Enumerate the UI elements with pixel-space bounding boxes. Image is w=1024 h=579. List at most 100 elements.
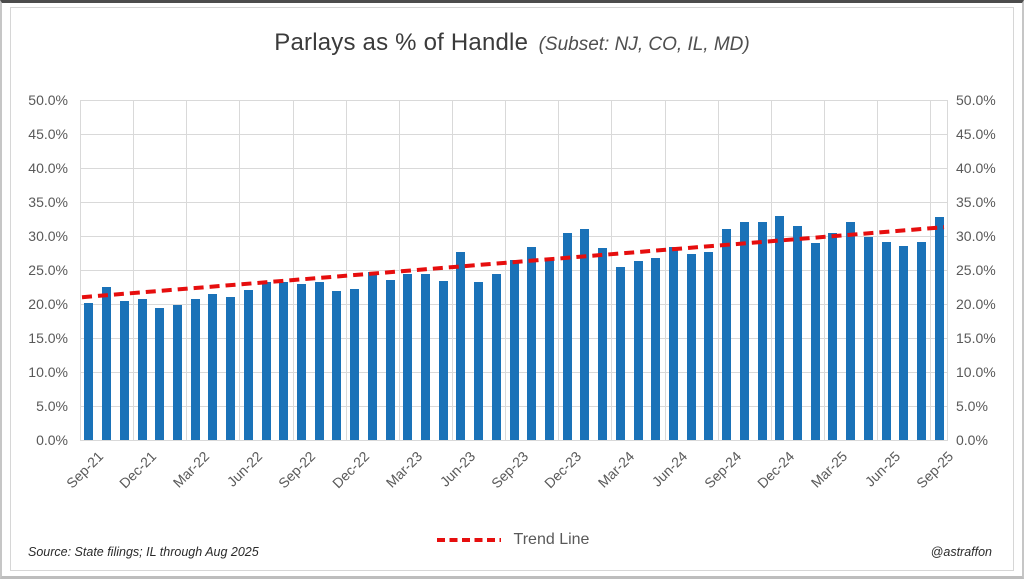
bar-Feb-24 [598, 248, 608, 440]
bar-May-23 [438, 280, 448, 440]
y-tick-label-right: 5.0% [956, 398, 988, 414]
chart-title: Parlays as % of Handle (Subset: NJ, CO, … [2, 29, 1022, 57]
y-tick-label-right: 25.0% [956, 262, 996, 278]
bar-Jul-22 [261, 281, 271, 440]
bar-Nov-21 [119, 300, 129, 440]
chart-title-main: Parlays as % of Handle [274, 29, 529, 56]
y-tick-label-right: 40.0% [956, 160, 996, 176]
plot-right-edge [947, 100, 948, 440]
x-gridline [292, 100, 294, 440]
bar-Nov-23 [544, 258, 554, 440]
y-tick-label-right: 10.0% [956, 364, 996, 380]
plot-area [80, 100, 948, 441]
bar-Dec-21 [137, 299, 147, 440]
bar-Sep-21 [84, 303, 94, 440]
legend: Trend Line [2, 531, 1022, 549]
y-tick-label-left: 0.0% [36, 432, 68, 448]
bar-Nov-24 [757, 222, 767, 440]
y-tick-label-left: 10.0% [28, 364, 68, 380]
y-tick-label-right: 15.0% [956, 330, 996, 346]
x-gridline [558, 100, 560, 440]
bar-Jan-23 [367, 272, 377, 440]
bar-Apr-25 [846, 222, 856, 440]
bar-Jun-24 [668, 246, 678, 440]
y-tick-label-right: 50.0% [956, 92, 996, 108]
bar-Dec-24 [775, 215, 785, 440]
trend-line-legend-swatch [436, 538, 501, 542]
source-note: Source: State filings; IL through Aug 20… [28, 545, 259, 559]
y-tick-label-right: 20.0% [956, 296, 996, 312]
y-tick-label-left: 15.0% [28, 330, 68, 346]
bar-Oct-23 [527, 246, 537, 440]
y-tick-label-right: 0.0% [956, 432, 988, 448]
y-tick-label-left: 50.0% [28, 92, 68, 108]
bar-Aug-23 [491, 274, 501, 440]
bar-Jan-24 [580, 229, 590, 440]
chart-title-subset: (Subset: NJ, CO, IL, MD) [538, 34, 750, 55]
bar-Jun-25 [881, 242, 891, 440]
x-gridline [770, 100, 772, 440]
y-gridline [80, 168, 948, 169]
bar-Nov-22 [332, 291, 342, 440]
y-tick-label-left: 5.0% [36, 398, 68, 414]
bar-Feb-23 [385, 279, 395, 440]
bar-Jun-23 [456, 252, 466, 440]
x-gridline [398, 100, 400, 440]
bar-May-25 [863, 236, 873, 440]
x-gridline [505, 100, 507, 440]
y-tick-label-left: 20.0% [28, 296, 68, 312]
bar-May-24 [651, 258, 661, 440]
bar-Feb-22 [172, 305, 182, 440]
x-gridline [611, 100, 613, 440]
bar-Sep-23 [509, 260, 519, 440]
trend-line [81, 225, 945, 300]
bar-Jan-25 [792, 225, 802, 440]
y-gridline [80, 202, 948, 203]
author-handle: @astraffon [930, 545, 992, 559]
bar-Mar-23 [403, 274, 413, 440]
y-tick-label-left: 30.0% [28, 228, 68, 244]
bar-Sep-25 [934, 216, 944, 440]
y-tick-label-left: 45.0% [28, 126, 68, 142]
bar-Apr-23 [420, 274, 430, 440]
y-gridline [80, 440, 948, 441]
y-gridline [80, 236, 948, 237]
bar-Mar-24 [615, 267, 625, 440]
x-gridline [824, 100, 825, 440]
bar-Aug-24 [704, 251, 714, 440]
bar-Jan-22 [155, 308, 165, 440]
bar-Jul-25 [899, 245, 909, 440]
y-tick-label-right: 45.0% [956, 126, 996, 142]
bar-Jul-24 [686, 254, 696, 440]
bar-Jul-23 [474, 281, 484, 440]
y-gridline [80, 100, 948, 101]
bar-Oct-22 [314, 281, 324, 440]
x-gridline [664, 100, 666, 440]
bar-Oct-21 [102, 287, 112, 440]
bar-Mar-22 [190, 298, 200, 440]
x-gridline [239, 100, 241, 440]
x-gridline [80, 100, 81, 440]
x-gridline [717, 100, 719, 440]
x-gridline [877, 100, 879, 440]
bar-Sep-22 [296, 283, 306, 440]
bar-Dec-23 [562, 232, 572, 440]
y-tick-label-right: 35.0% [956, 194, 996, 210]
bar-Dec-22 [350, 289, 360, 440]
trend-line-legend-label: Trend Line [513, 531, 590, 548]
x-gridline [133, 100, 135, 440]
bar-Aug-25 [916, 242, 926, 440]
bar-Aug-22 [279, 282, 289, 440]
y-tick-label-left: 25.0% [28, 262, 68, 278]
bar-Apr-24 [633, 261, 643, 440]
bar-Sep-24 [722, 228, 732, 440]
x-gridline [930, 100, 932, 440]
bar-May-22 [226, 297, 236, 440]
x-gridline [345, 100, 347, 440]
bar-Jun-22 [243, 290, 253, 440]
bar-Mar-25 [828, 233, 838, 440]
bar-Apr-22 [208, 294, 218, 440]
y-tick-label-left: 40.0% [28, 160, 68, 176]
bar-Feb-25 [810, 242, 820, 440]
